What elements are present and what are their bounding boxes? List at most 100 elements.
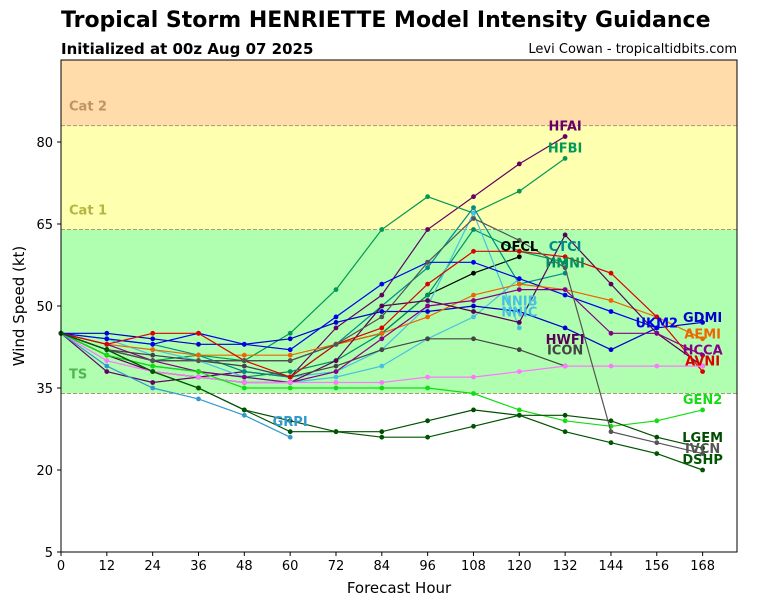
data-point-tvcn <box>379 380 385 385</box>
data-point-gdmi <box>516 309 522 314</box>
data-point-lgem <box>287 418 293 424</box>
series-label-gen2: GEN2 <box>683 393 722 408</box>
data-point-aemi <box>700 336 705 342</box>
data-point-tvcn <box>516 369 522 374</box>
data-point-hcca <box>241 374 247 380</box>
category-bands <box>61 60 737 394</box>
data-point-icon <box>241 363 247 369</box>
data-point-hcca <box>700 352 705 358</box>
series-dshp <box>58 330 705 473</box>
x-tick-label: 24 <box>144 559 161 574</box>
data-point-gen2 <box>425 385 430 391</box>
data-point-aemi <box>379 330 385 336</box>
data-point-nnic <box>516 325 522 331</box>
data-point-gdmi <box>287 336 293 342</box>
series-label-lgem: LGEM <box>682 431 723 446</box>
series-line-icon <box>60 332 566 378</box>
series-gen2 <box>58 330 705 429</box>
data-point-gdmi <box>471 303 476 309</box>
data-point-grpi <box>104 363 110 369</box>
data-point-icon <box>471 336 476 342</box>
data-point-lgem <box>562 412 568 418</box>
data-point-dshp <box>700 467 705 473</box>
data-point-ivcn <box>562 265 568 271</box>
series-line-grpi <box>60 332 291 438</box>
data-point-gdmi <box>104 330 110 336</box>
data-point-ukm2 <box>150 341 156 347</box>
data-point-dshp <box>562 429 568 435</box>
data-point-gen2 <box>379 385 385 391</box>
data-point-hcca <box>471 298 476 303</box>
x-axis-ticks: 0 12 24 36 48 60 72 84 96 108 120 132 144 156 168 <box>57 552 715 574</box>
data-point-avni <box>516 248 522 254</box>
band-cat-1 <box>61 125 737 230</box>
data-point-tvcn <box>104 358 110 364</box>
data-point-hfai <box>471 194 476 200</box>
chart-credit: Levi Cowan - tropicaltidbits.com <box>528 42 737 57</box>
data-point-gen2 <box>104 352 110 358</box>
data-point-hmni <box>287 369 293 374</box>
y-axis-ticks: 5 20 35 50 65 80 <box>36 136 61 561</box>
x-tick-label: 60 <box>282 559 299 574</box>
data-point-ukm2 <box>471 259 476 265</box>
data-point-avni <box>608 270 614 276</box>
data-point-aemi <box>241 352 247 358</box>
data-point-aemi <box>608 298 614 303</box>
data-point-ctci <box>471 205 476 211</box>
data-point-dshp <box>287 429 293 435</box>
data-point-ivcn <box>516 238 522 243</box>
data-point-gdmi <box>608 347 614 353</box>
series-line-ukm2 <box>60 261 658 351</box>
data-point-ukm2 <box>241 341 247 347</box>
x-tick-label: 0 <box>57 559 65 574</box>
data-point-hfai <box>516 161 522 167</box>
data-point-grpi <box>287 434 293 440</box>
data-point-dshp <box>196 385 201 391</box>
data-point-hfai <box>425 227 430 232</box>
data-point-hcca <box>425 303 430 309</box>
data-point-ivcn <box>425 259 430 265</box>
data-point-tvcn <box>196 374 201 380</box>
model-lines <box>58 134 705 473</box>
data-point-ctci <box>425 265 430 271</box>
x-tick-label: 48 <box>236 559 253 574</box>
data-point-tvcn <box>471 374 476 380</box>
data-point-tvcn <box>241 380 247 385</box>
data-point-tvcn <box>562 363 568 369</box>
data-point-tvcn <box>425 374 430 380</box>
data-point-hwfi <box>379 303 385 309</box>
x-tick-label: 156 <box>644 559 669 574</box>
series-label-nnic: NNIC <box>501 305 537 320</box>
data-point-gdmi <box>333 320 339 325</box>
data-point-gen2 <box>241 385 247 391</box>
data-point-ctci <box>241 369 247 374</box>
data-point-ivcn <box>241 358 247 364</box>
data-point-avni <box>471 248 476 254</box>
series-label-dshp: DSHP <box>682 453 723 468</box>
data-point-ukm2 <box>379 281 385 287</box>
data-point-avni <box>104 341 110 347</box>
data-point-aemi <box>150 347 156 353</box>
data-point-hwfi <box>471 309 476 314</box>
data-point-hfai <box>150 380 156 385</box>
chart-subtitle: Initialized at 00z Aug 07 2025 <box>61 40 314 58</box>
data-point-lgem <box>425 418 430 424</box>
data-point-ofcl <box>516 254 522 260</box>
series-label-ukm2: UKM2 <box>635 316 678 331</box>
y-tick-label: 50 <box>36 300 53 315</box>
x-axis-label: Forecast Hour <box>347 579 452 597</box>
data-point-ivcn <box>333 341 339 347</box>
data-point-dshp <box>471 423 476 429</box>
x-tick-label: 12 <box>99 559 116 574</box>
data-point-lgem <box>654 434 660 440</box>
data-point-dshp <box>608 440 614 446</box>
series-label-ofcl: OFCL <box>500 240 538 255</box>
data-point-grpi <box>241 412 247 418</box>
data-point-hmni <box>425 292 430 298</box>
data-point-avni <box>654 314 660 320</box>
data-point-tvcn <box>700 363 705 369</box>
data-point-aemi <box>425 314 430 320</box>
data-point-icon <box>516 347 522 353</box>
data-point-ukm2 <box>287 347 293 353</box>
